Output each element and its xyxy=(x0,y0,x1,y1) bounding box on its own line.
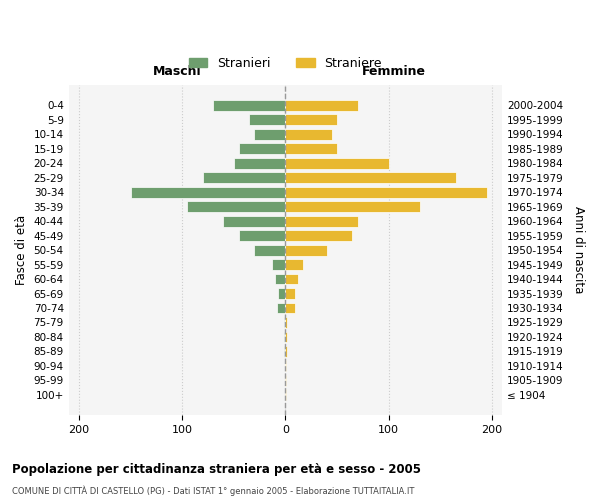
Bar xyxy=(286,302,295,314)
Text: Maschi: Maschi xyxy=(153,66,202,78)
Bar xyxy=(286,317,287,328)
Text: Popolazione per cittadinanza straniera per età e sesso - 2005: Popolazione per cittadinanza straniera p… xyxy=(12,462,421,475)
Bar xyxy=(249,114,286,126)
Text: Femmine: Femmine xyxy=(362,66,426,78)
Legend: Stranieri, Straniere: Stranieri, Straniere xyxy=(184,52,387,74)
Bar xyxy=(286,129,332,140)
Bar xyxy=(131,187,286,198)
Bar xyxy=(286,144,337,154)
Bar xyxy=(254,129,286,140)
Bar xyxy=(284,317,286,328)
Bar xyxy=(286,230,352,241)
Y-axis label: Fasce di età: Fasce di età xyxy=(15,215,28,285)
Bar xyxy=(203,172,286,183)
Bar xyxy=(286,158,389,168)
Bar xyxy=(284,346,286,357)
Bar xyxy=(284,332,286,342)
Bar xyxy=(239,230,286,241)
Bar xyxy=(278,288,286,299)
Bar xyxy=(286,114,337,126)
Bar xyxy=(286,216,358,226)
Bar xyxy=(239,144,286,154)
Bar xyxy=(286,187,487,198)
Bar xyxy=(286,346,287,357)
Bar xyxy=(275,274,286,284)
Bar xyxy=(286,288,295,299)
Bar xyxy=(234,158,286,168)
Bar xyxy=(254,244,286,256)
Bar xyxy=(286,244,326,256)
Text: COMUNE DI CITTÀ DI CASTELLO (PG) - Dati ISTAT 1° gennaio 2005 - Elaborazione TUT: COMUNE DI CITTÀ DI CASTELLO (PG) - Dati … xyxy=(12,485,415,496)
Bar xyxy=(286,274,298,284)
Bar xyxy=(223,216,286,226)
Bar xyxy=(187,202,286,212)
Bar xyxy=(277,302,286,314)
Bar xyxy=(213,100,286,111)
Bar xyxy=(286,100,358,111)
Bar xyxy=(272,259,286,270)
Bar xyxy=(286,202,419,212)
Bar xyxy=(286,332,287,342)
Bar xyxy=(286,259,303,270)
Y-axis label: Anni di nascita: Anni di nascita xyxy=(572,206,585,294)
Bar xyxy=(286,172,455,183)
